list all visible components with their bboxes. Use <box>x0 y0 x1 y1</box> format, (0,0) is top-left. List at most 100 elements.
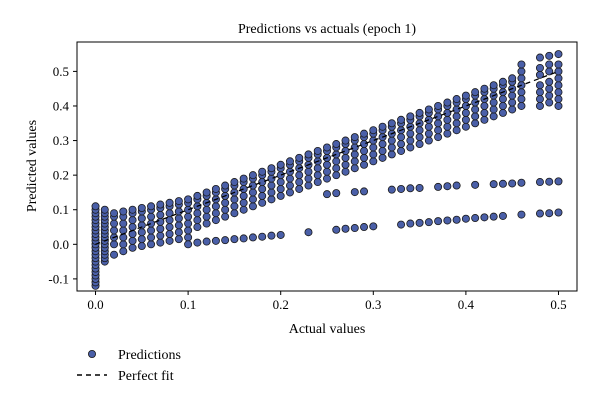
prediction-point <box>110 209 119 218</box>
prediction-point <box>489 105 498 114</box>
y-tick-label: -0.1 <box>48 271 69 286</box>
prediction-point <box>508 98 517 107</box>
prediction-point <box>276 171 285 180</box>
prediction-point <box>165 236 174 245</box>
prediction-point <box>452 126 461 135</box>
prediction-point <box>156 217 165 226</box>
prediction-point <box>535 95 544 104</box>
prediction-point <box>332 189 341 198</box>
prediction-point <box>489 98 498 107</box>
x-tick-label: 0.1 <box>180 297 196 312</box>
prediction-point <box>147 226 156 235</box>
prediction-point <box>424 129 433 138</box>
prediction-point <box>239 198 248 207</box>
prediction-point <box>276 178 285 187</box>
prediction-point <box>184 226 193 235</box>
prediction-point <box>147 219 156 228</box>
prediction-point <box>369 157 378 166</box>
prediction-point <box>137 235 146 244</box>
prediction-point <box>258 184 267 193</box>
prediction-point <box>193 216 202 225</box>
prediction-point <box>267 181 276 190</box>
y-tick-label: 0.2 <box>53 168 69 183</box>
prediction-point <box>517 67 526 76</box>
prediction-point <box>360 187 369 196</box>
prediction-point <box>471 214 480 223</box>
y-axis: -0.1 0.0 0.1 0.2 0.3 0.4 0.5 <box>48 64 77 286</box>
prediction-point <box>406 136 415 145</box>
prediction-point <box>147 212 156 221</box>
prediction-point <box>369 136 378 145</box>
prediction-point <box>415 126 424 135</box>
prediction-point <box>239 191 248 200</box>
prediction-point <box>267 174 276 183</box>
prediction-point <box>443 98 452 107</box>
prediction-point <box>498 211 507 220</box>
prediction-point <box>535 101 544 110</box>
prediction-point <box>397 184 406 193</box>
prediction-point <box>545 91 554 100</box>
prediction-point <box>100 205 109 214</box>
prediction-point <box>202 237 211 246</box>
prediction-point <box>267 188 276 197</box>
prediction-point <box>174 221 183 230</box>
prediction-point <box>397 146 406 155</box>
prediction-point <box>554 74 563 83</box>
prediction-point <box>443 122 452 131</box>
prediction-point <box>193 238 202 247</box>
prediction-point <box>535 88 544 97</box>
prediction-point <box>156 200 165 209</box>
y-tick-label: 0.3 <box>53 133 69 148</box>
prediction-point <box>517 60 526 69</box>
prediction-point <box>184 219 193 228</box>
prediction-point <box>406 219 415 228</box>
prediction-point <box>397 220 406 229</box>
prediction-point <box>387 143 396 152</box>
prediction-point <box>248 181 257 190</box>
plot-area <box>76 41 578 292</box>
chart-title: Predictions vs actuals (epoch 1) <box>238 22 416 37</box>
prediction-point <box>545 77 554 86</box>
prediction-point <box>341 160 350 169</box>
prediction-point <box>128 216 137 225</box>
prediction-point <box>313 171 322 180</box>
prediction-point <box>452 105 461 114</box>
prediction-point <box>397 115 406 124</box>
prediction-point <box>406 129 415 138</box>
prediction-point <box>267 231 276 240</box>
prediction-point <box>119 233 128 242</box>
prediction-point <box>304 181 313 190</box>
prediction-point <box>184 205 193 214</box>
prediction-point <box>369 222 378 231</box>
prediction-point <box>498 108 507 117</box>
prediction-point <box>424 122 433 131</box>
prediction-point <box>415 133 424 142</box>
prediction-point <box>434 112 443 121</box>
prediction-point <box>434 217 443 226</box>
prediction-point <box>211 216 220 225</box>
prediction-point <box>378 140 387 149</box>
prediction-point <box>350 157 359 166</box>
prediction-point <box>443 129 452 138</box>
prediction-point <box>193 223 202 232</box>
y-axis-title: Predicted values <box>25 120 40 212</box>
prediction-point <box>471 88 480 97</box>
prediction-point <box>452 215 461 224</box>
prediction-point <box>545 51 554 60</box>
prediction-point <box>221 205 230 214</box>
prediction-point <box>443 182 452 191</box>
prediction-point <box>369 126 378 135</box>
prediction-point <box>461 122 470 131</box>
prediction-point <box>545 209 554 218</box>
prediction-point <box>165 223 174 232</box>
prediction-point <box>508 74 517 83</box>
prediction-point <box>471 112 480 121</box>
prediction-point <box>554 88 563 97</box>
prediction-point <box>267 195 276 204</box>
prediction-point <box>545 84 554 93</box>
prediction-point <box>156 224 165 233</box>
x-tick-label: 0.0 <box>87 297 103 312</box>
prediction-point <box>276 191 285 200</box>
prediction-point <box>119 207 128 216</box>
y-tick-label: 0.1 <box>53 202 69 217</box>
